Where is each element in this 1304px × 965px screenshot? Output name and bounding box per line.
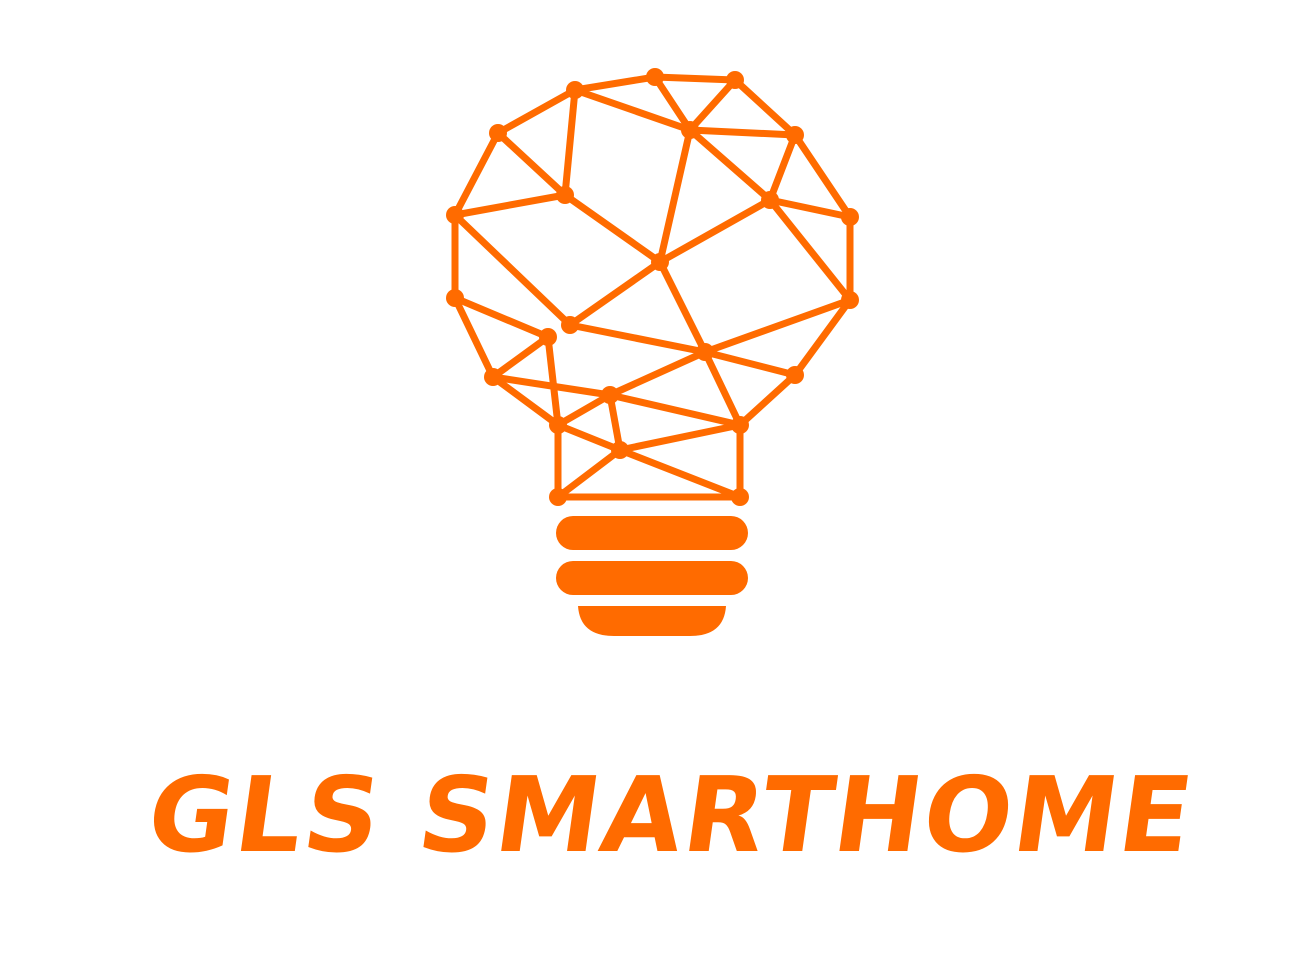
bulb-network-node xyxy=(841,291,859,309)
bulb-network-line xyxy=(494,129,569,199)
bulb-network-node xyxy=(489,124,507,142)
bulb-network-node xyxy=(446,206,464,224)
bulb-network-line xyxy=(451,294,497,381)
bulb-network-node xyxy=(761,191,779,209)
bulb-network-node xyxy=(651,253,669,271)
bulb-network-line xyxy=(561,86,579,199)
bulb-network-line xyxy=(451,191,569,219)
bulb-network-line xyxy=(571,86,694,134)
bulb-network-node xyxy=(561,316,579,334)
bulb-network-line xyxy=(686,126,774,204)
bulb-network-line xyxy=(701,348,744,429)
bulb-network-line xyxy=(489,373,562,429)
bulb-network-line xyxy=(544,333,562,429)
bulb-network-node xyxy=(446,289,464,307)
bulb-network-line xyxy=(651,73,739,84)
bulb-network-line xyxy=(451,211,574,329)
bulb-network-node xyxy=(566,81,584,99)
bulb-network-node xyxy=(681,121,699,139)
bulb-network-line xyxy=(606,348,709,399)
bulb-network-line xyxy=(616,446,744,501)
bulb-network-line xyxy=(489,373,614,399)
bulb-base xyxy=(556,516,748,636)
bulb-network-line xyxy=(766,196,854,221)
bulb-network-line xyxy=(566,258,664,329)
bulb-network-line xyxy=(554,421,624,454)
bulb-network-line xyxy=(494,86,579,137)
bulb-network-line xyxy=(566,321,709,356)
bulb-network-line xyxy=(606,391,744,429)
bulb-network-line xyxy=(701,348,799,379)
brand-wordmark: GLS SMARTHOME xyxy=(140,754,1202,876)
bulb-network-line xyxy=(791,296,854,379)
bulb-network-lines xyxy=(451,73,854,501)
bulb-network-line xyxy=(736,371,799,429)
bulb-network-line xyxy=(686,126,799,139)
bulb-network-line xyxy=(554,446,624,501)
bulb-network-node xyxy=(611,441,629,459)
bulb-network-node xyxy=(556,186,574,204)
bulb-network-node xyxy=(539,328,557,346)
bulb-network-node xyxy=(601,386,619,404)
bulb-network-line xyxy=(656,126,694,266)
bulb-network-line xyxy=(791,131,854,221)
bulb-base-cap xyxy=(578,606,726,636)
bulb-network-line xyxy=(571,73,659,94)
bulb-network-nodes xyxy=(446,68,859,506)
bulb-network-line xyxy=(651,73,694,134)
bulb-network-node xyxy=(786,126,804,144)
bulb-base-ring-middle xyxy=(556,561,748,595)
bulb-network-line xyxy=(766,131,799,204)
bulb-network-node xyxy=(646,68,664,86)
bulb-network-node xyxy=(484,368,502,386)
bulb-network-node xyxy=(726,71,744,89)
bulb-network-line xyxy=(489,333,552,381)
bulb-network-node xyxy=(731,416,749,434)
bulb-network-node xyxy=(841,208,859,226)
bulb-network-line xyxy=(561,191,664,266)
bulb-base-ring-top xyxy=(556,516,748,550)
bulb-network-line xyxy=(606,391,624,454)
bulb-network-node xyxy=(731,488,749,506)
bulb-network-line xyxy=(554,391,614,429)
bulb-network-node xyxy=(549,416,567,434)
bulb-network-line xyxy=(656,196,774,266)
bulb-network-line xyxy=(686,76,739,134)
bulb-network-line xyxy=(616,421,744,454)
bulb-network-line xyxy=(451,129,502,219)
bulb-network-line xyxy=(451,294,552,341)
bulb-network-line xyxy=(731,76,799,139)
bulb-network-node xyxy=(696,343,714,361)
bulb-network-line xyxy=(766,196,854,304)
bulb-network-node xyxy=(786,366,804,384)
bulb-network-line xyxy=(656,258,709,356)
bulb-network-line xyxy=(701,296,854,356)
bulb-network-node xyxy=(549,488,567,506)
